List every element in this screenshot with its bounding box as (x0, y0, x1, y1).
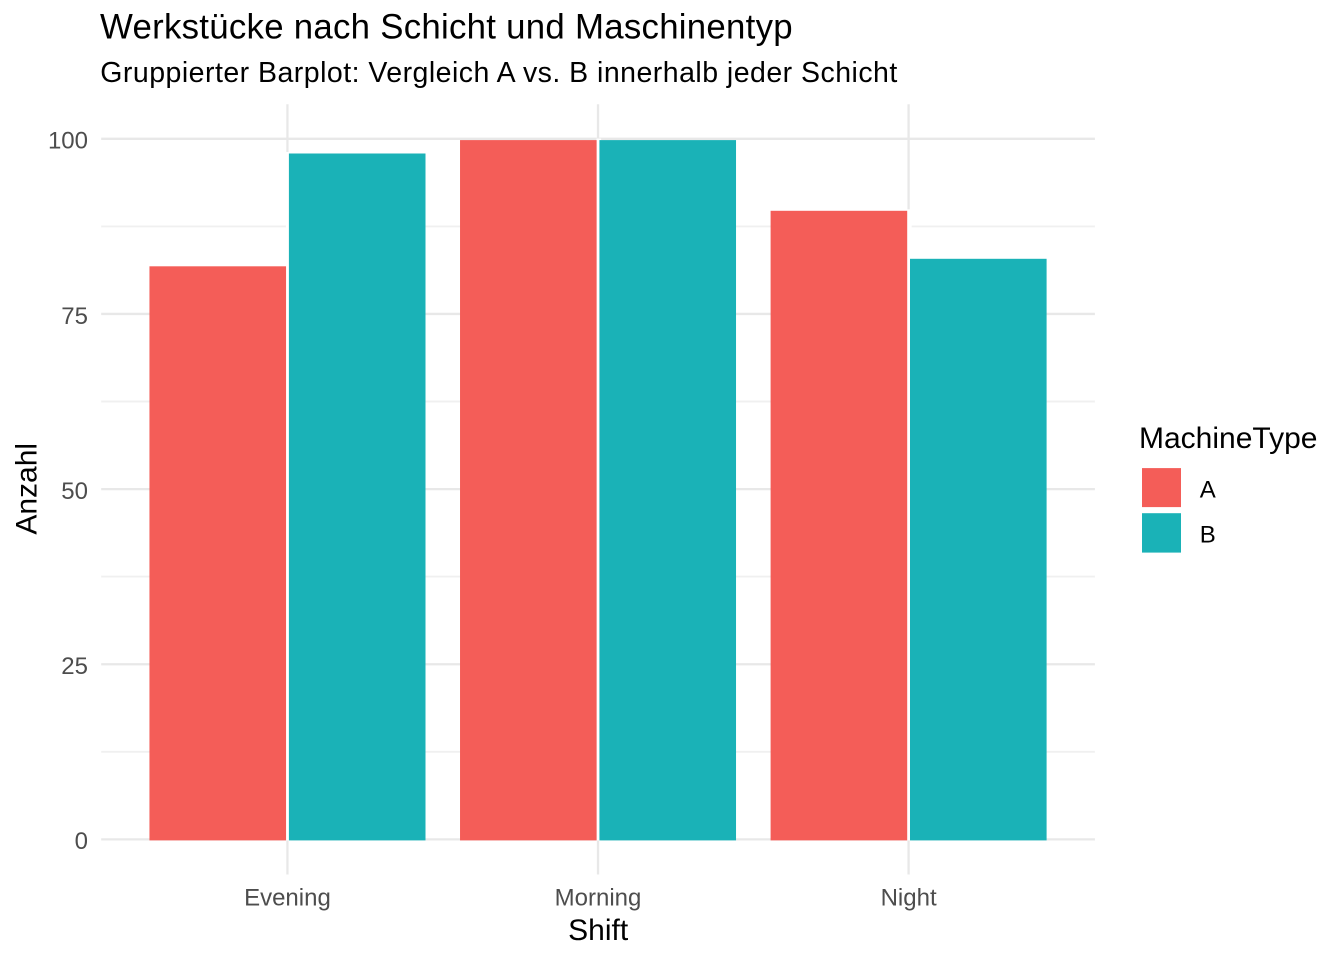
svg-text:Evening: Evening (244, 885, 331, 912)
svg-text:Morning: Morning (555, 885, 642, 912)
svg-text:B: B (1200, 521, 1216, 548)
svg-text:Night: Night (881, 885, 937, 912)
svg-text:100: 100 (48, 128, 88, 155)
svg-text:Werkstücke nach Schicht und Ma: Werkstücke nach Schicht und Maschinentyp (100, 8, 793, 47)
svg-text:MachineType: MachineType (1139, 422, 1317, 455)
svg-text:Shift: Shift (568, 914, 629, 947)
svg-text:0: 0 (75, 828, 88, 855)
svg-text:Anzahl: Anzahl (11, 443, 44, 535)
svg-text:25: 25 (61, 653, 88, 680)
svg-text:Gruppierter Barplot: Vergleich: Gruppierter Barplot: Vergleich A vs. B i… (100, 57, 897, 89)
svg-text:50: 50 (61, 478, 88, 505)
svg-text:A: A (1200, 477, 1216, 504)
svg-text:75: 75 (61, 303, 88, 330)
